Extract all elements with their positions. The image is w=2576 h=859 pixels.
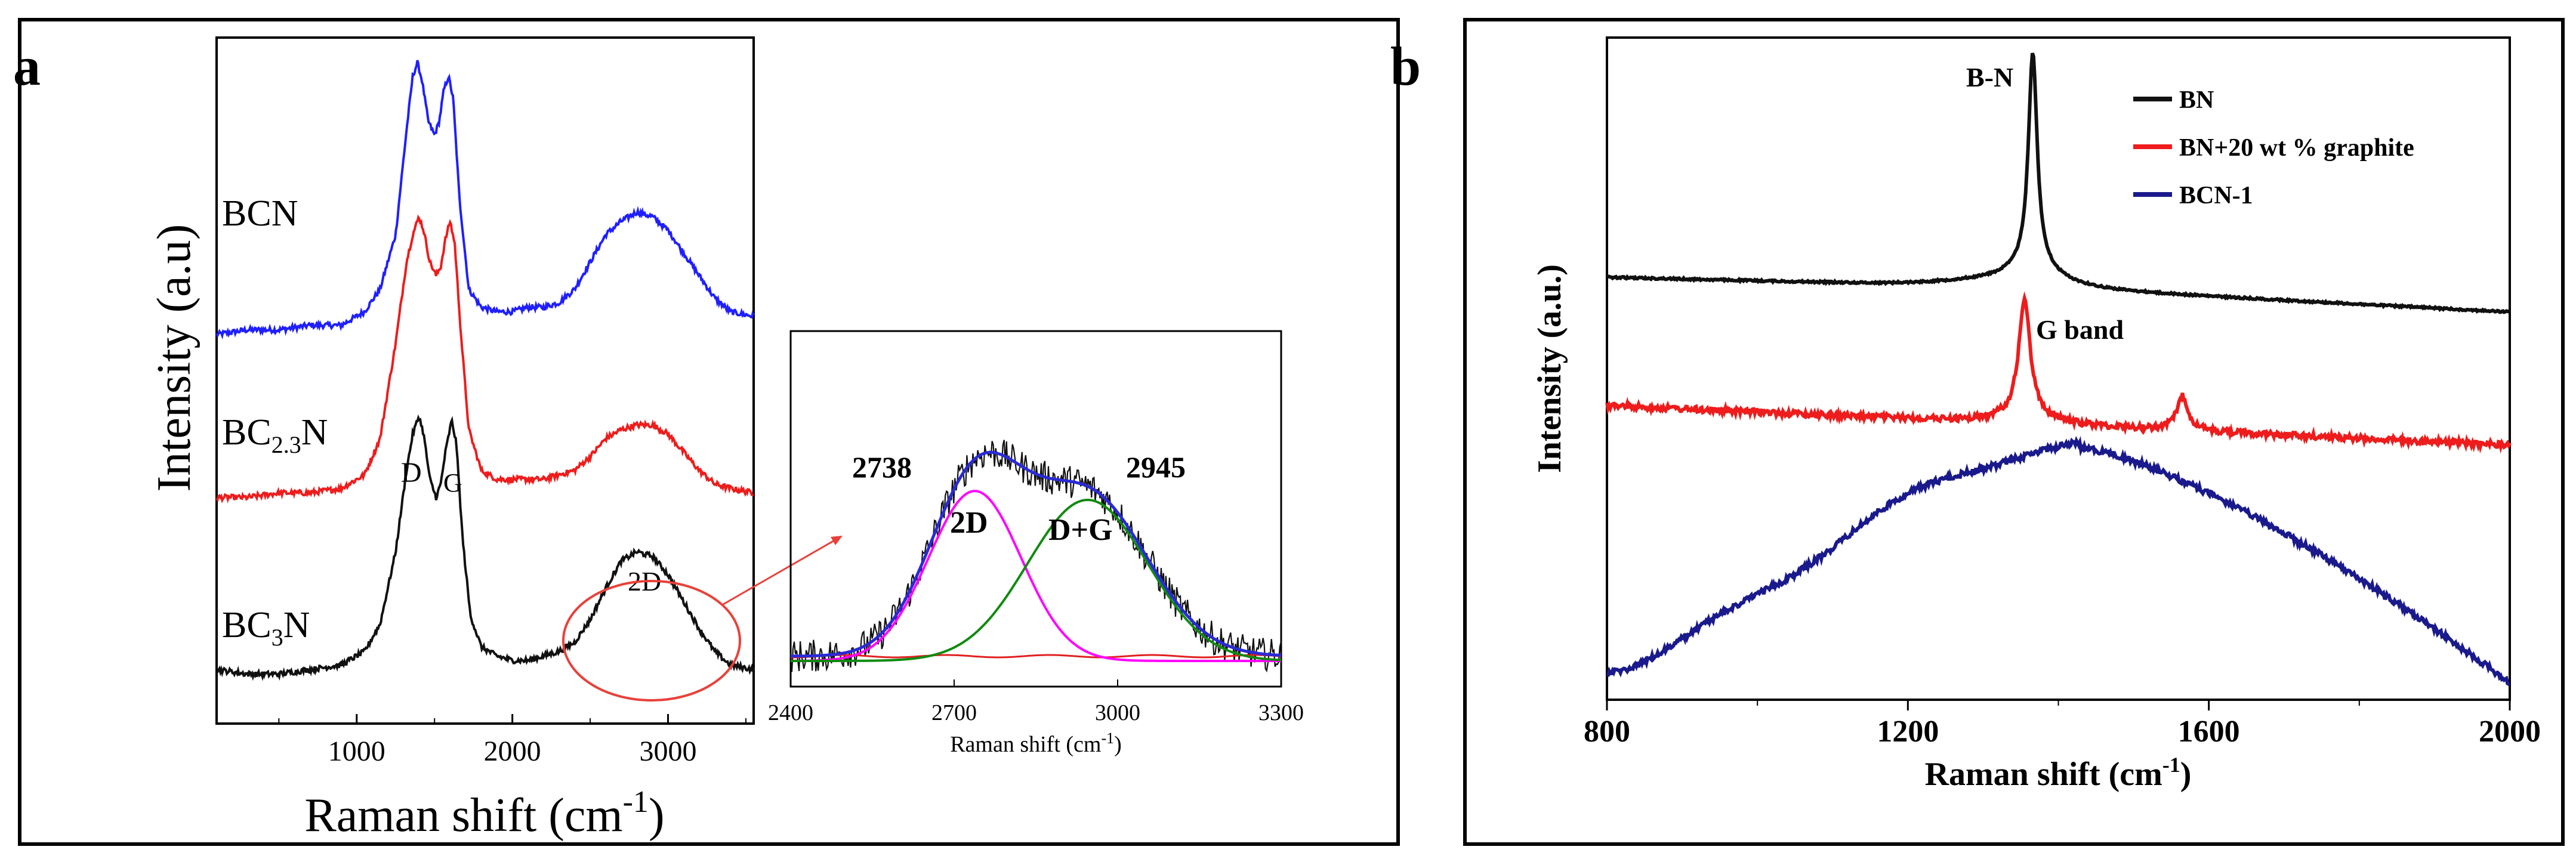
inset-xtick-label: 3000 bbox=[1095, 700, 1140, 725]
xtick-label: 1000 bbox=[328, 736, 385, 767]
label-bc23: BC2.3N bbox=[222, 412, 328, 458]
legend-label: BN bbox=[2179, 86, 2214, 114]
inset-xtick-label: 2400 bbox=[768, 700, 813, 725]
zoom-arrow-head bbox=[831, 536, 843, 545]
series-bcn bbox=[215, 60, 755, 340]
inset-frame bbox=[789, 330, 1282, 688]
panel-a-ylabel: Intensity (a.u) bbox=[148, 224, 200, 492]
panel-a-letter: a bbox=[13, 36, 41, 97]
panel-a-frame bbox=[18, 18, 1400, 846]
inset-xtick-label: 2700 bbox=[931, 700, 977, 725]
inset-baseline bbox=[791, 654, 1282, 659]
panel-a-main-chart: 1000 2000 3000 BCN BC2.3N BC3N D G 2D Rama… bbox=[148, 36, 843, 842]
b-xtick-label: 1200 bbox=[1877, 715, 1939, 749]
xtick-label: 2000 bbox=[484, 736, 541, 767]
legend-label: BCN-1 bbox=[2179, 182, 2253, 209]
legend: BN BN+20 wt % graphite BCN-1 bbox=[2133, 86, 2414, 209]
highlight-ellipse bbox=[562, 580, 741, 702]
label-bc3: BC3N bbox=[222, 605, 310, 651]
inset-raw-data bbox=[789, 440, 1282, 673]
inset-label-2738: 2738 bbox=[852, 450, 912, 484]
label-bcn: BCN bbox=[222, 193, 298, 234]
b-xtick-label: 2000 bbox=[2479, 715, 2541, 749]
label-G: G bbox=[443, 468, 462, 498]
series-bc3n bbox=[216, 414, 755, 681]
inset-2D-fit bbox=[791, 490, 1281, 662]
label-D: D bbox=[401, 457, 422, 489]
panel-b-letter: b bbox=[1390, 36, 1421, 97]
series-bc2-3n bbox=[215, 214, 754, 503]
panel-a-xlabel: Raman shift (cm-1) bbox=[304, 785, 664, 842]
series-bn bbox=[1606, 52, 2511, 314]
panel-b-ylabel: Intensity (a.u.) bbox=[1531, 264, 1568, 473]
label-G-band: G band bbox=[2036, 314, 2124, 345]
xtick-label: 3000 bbox=[640, 736, 697, 767]
panel-a-inset-chart: 2400 2700 3000 3300 2738 2945 2D D+G Raman … bbox=[768, 330, 1304, 757]
inset-label-2945: 2945 bbox=[1126, 450, 1186, 484]
inset-xlabel: Raman shift (cm-1) bbox=[950, 730, 1122, 757]
b-xtick-label: 1600 bbox=[2178, 715, 2240, 749]
inset-label-2D: 2D bbox=[950, 506, 988, 540]
inset-cumulative-fit bbox=[791, 450, 1282, 658]
b-xtick-label: 800 bbox=[1584, 715, 1630, 749]
label-B-N: B-N bbox=[1966, 62, 2013, 92]
panel-a-plot-frame bbox=[215, 36, 755, 725]
inset-DG-fit bbox=[791, 498, 1282, 662]
series-bn-graphite bbox=[1605, 291, 2512, 454]
panel-b-frame bbox=[1463, 18, 2565, 846]
inset-label-DG: D+G bbox=[1048, 513, 1113, 547]
inset-xtick-label: 3300 bbox=[1258, 700, 1304, 725]
panel-b-chart: 800 1200 1600 2000 B-N G band BN BN+20 wt % … bbox=[1531, 36, 2541, 793]
panel-b-xlabel: Raman shift (cm-1) bbox=[1925, 753, 2192, 793]
legend-label: BN+20 wt % graphite bbox=[2179, 134, 2414, 162]
series-bcn-1 bbox=[1606, 435, 2510, 686]
zoom-arrow bbox=[723, 539, 836, 605]
